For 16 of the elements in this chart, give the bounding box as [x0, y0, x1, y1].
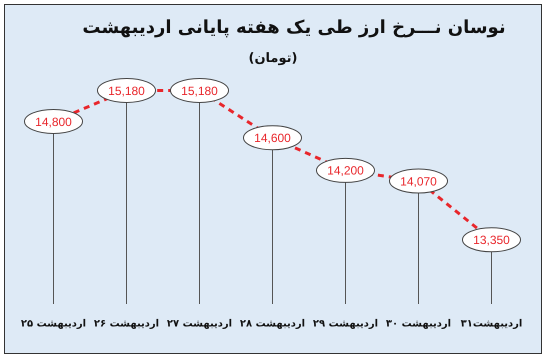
x-tick-label: ۲۷ اردیبهشت	[166, 318, 232, 330]
data-label: 14,600	[254, 131, 292, 146]
x-tick-label: ۲۸ اردیبهشت	[240, 318, 306, 330]
data-label: 14,800	[35, 114, 72, 129]
data-label: 15,180	[181, 84, 218, 98]
x-tick-label: ۲۶ اردیبهشت	[94, 318, 160, 330]
chart-subtitle: (تومان)	[248, 51, 298, 66]
data-label: 14,200	[327, 164, 364, 178]
chart-title: نوسان نـــرخ ارز طی یک هفته پایانی اردیبهشت	[81, 17, 507, 38]
x-tick-label: ۲۵ اردیبهشت	[20, 318, 86, 330]
x-tick-label: ۲۹ اردیبهشت	[312, 318, 378, 330]
data-label: 14,070	[400, 174, 438, 188]
data-label: 15,180	[108, 84, 146, 98]
x-tick-label: ۳۰ اردیبهشت	[386, 318, 452, 330]
data-label: 13,350	[473, 233, 510, 248]
x-tick-label: ۳۱اردیبهشت	[460, 318, 522, 330]
